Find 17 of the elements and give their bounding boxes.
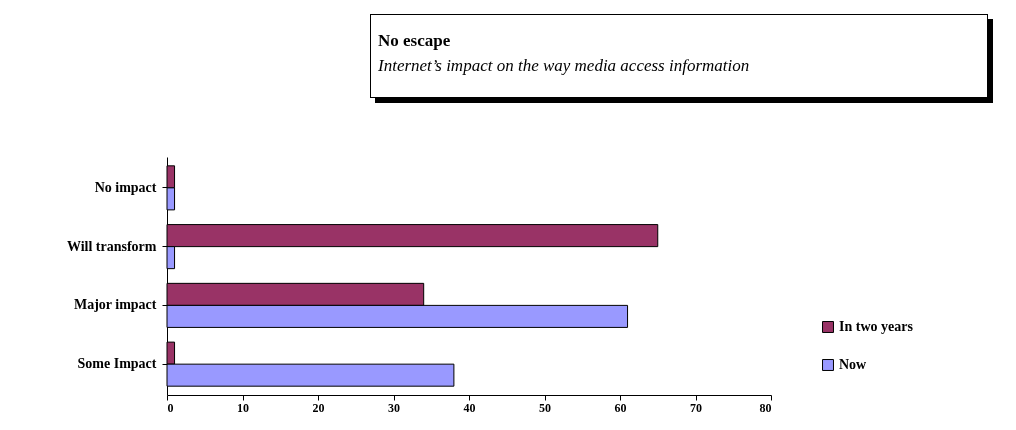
x-tick-label: 40 [463, 400, 476, 415]
x-tick-label: 30 [388, 400, 400, 415]
x-tick-label: 70 [690, 400, 702, 415]
legend-label: In two years [839, 319, 914, 334]
x-tick-label: 20 [312, 400, 325, 415]
x-tick-label: 0 [167, 400, 174, 415]
y-tick-label: No impact [94, 179, 157, 195]
x-tick-label: 60 [614, 400, 627, 415]
y-tick-label: Will transform [66, 238, 157, 254]
chart-title: No escape [378, 31, 451, 50]
x-tick-label: 10 [237, 400, 249, 415]
chart-subtitle: Internet’s impact on the way media access information [377, 56, 750, 75]
legend-label: Now [839, 357, 868, 372]
x-tick-label: 80 [759, 400, 772, 415]
y-tick-label: Some Impact [77, 356, 157, 372]
x-tick-label: 50 [539, 400, 551, 415]
y-tick-label: Major impact [73, 297, 157, 313]
